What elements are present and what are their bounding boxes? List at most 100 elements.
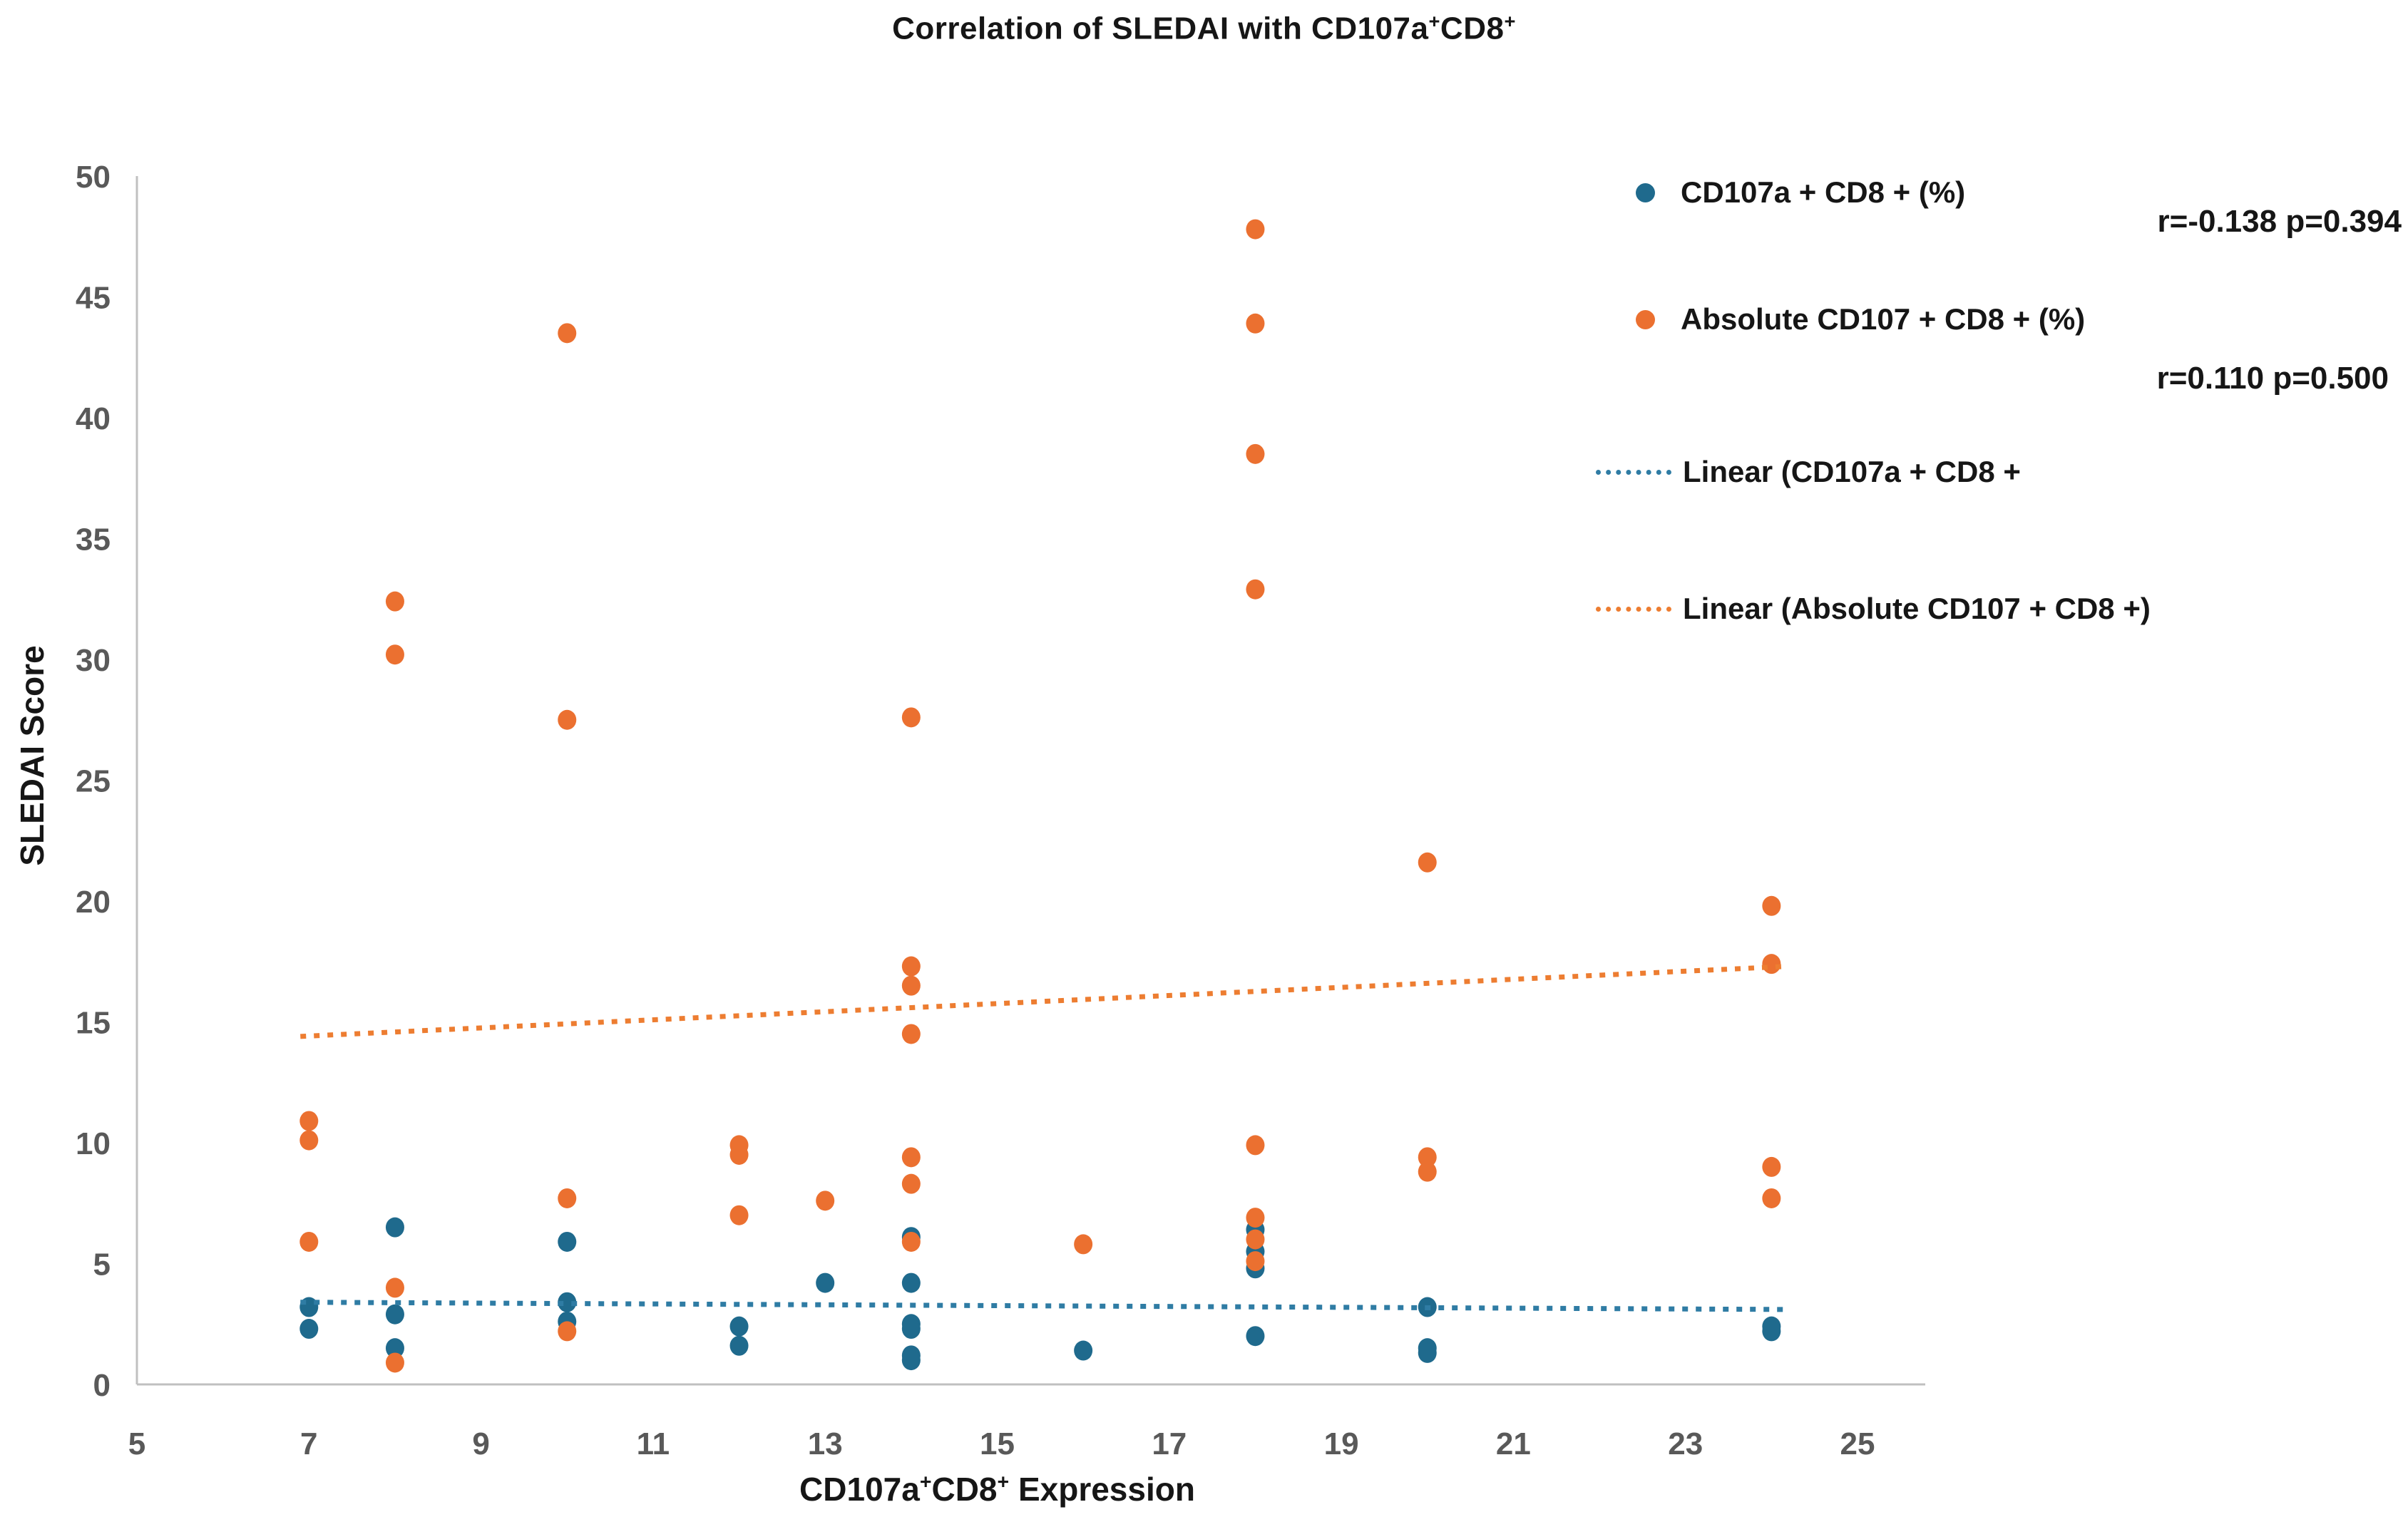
- data-point-orange: [1074, 1234, 1093, 1255]
- legend-label: Absolute CD107 + CD8 + (%): [1681, 302, 2086, 336]
- data-point-orange: [901, 1231, 921, 1252]
- data-point-blue: [385, 1217, 404, 1238]
- trendline-orange: [300, 964, 1789, 1039]
- trendline-blue: [300, 1300, 1789, 1312]
- x-tick-label: 17: [1152, 1426, 1187, 1461]
- data-point-orange: [385, 1352, 404, 1373]
- data-point-blue: [1074, 1340, 1093, 1361]
- data-point-orange: [385, 591, 404, 612]
- legend-dot-blue-icon: [1636, 182, 1655, 202]
- x-tick-label: 23: [1668, 1426, 1703, 1461]
- y-axis-title: SLEDAI Score: [14, 645, 51, 866]
- data-point-orange: [558, 1188, 577, 1208]
- correlation-annotation-blue: r=-0.138 p=0.394: [2157, 204, 2402, 239]
- title-superscript: +: [1428, 10, 1440, 32]
- data-point-orange: [1762, 1188, 1781, 1208]
- data-point-orange: [299, 1130, 319, 1151]
- x-tick-label: 15: [980, 1426, 1015, 1461]
- data-point-orange: [1762, 1156, 1781, 1177]
- data-point-blue: [1246, 1326, 1265, 1347]
- x-tick-label: 19: [1324, 1426, 1359, 1461]
- legend-label: Linear (Absolute CD107 + CD8 +): [1683, 592, 2151, 625]
- legend-dot-orange-icon: [1636, 309, 1655, 329]
- data-point-orange: [1246, 313, 1265, 334]
- title-superscript: +: [1504, 10, 1516, 32]
- data-point-blue: [901, 1272, 921, 1293]
- correlation-annotation-orange: r=0.110 p=0.500: [2156, 361, 2389, 396]
- data-point-orange: [1246, 1229, 1265, 1250]
- data-point-orange: [385, 1277, 404, 1298]
- x-tick-label: 11: [637, 1426, 670, 1461]
- data-point-orange: [299, 1111, 319, 1131]
- title-text: Correlation of SLEDAI with CD107a: [892, 11, 1429, 46]
- data-point-orange: [901, 956, 921, 977]
- page-title: Correlation of SLEDAI with CD107a+CD8+: [0, 10, 2408, 47]
- x-tick-label: 7: [300, 1426, 317, 1461]
- data-point-orange: [901, 1173, 921, 1194]
- data-point-orange: [901, 1024, 921, 1044]
- x-axis-title-text: Expression: [1009, 1471, 1195, 1508]
- data-point-orange: [901, 1147, 921, 1168]
- data-point-blue: [299, 1319, 319, 1339]
- data-point-orange: [558, 709, 577, 730]
- data-point-orange: [385, 644, 404, 665]
- data-point-orange: [1246, 579, 1265, 600]
- data-point-orange: [1246, 1251, 1265, 1272]
- legend-item-linear-orange: Linear (Absolute CD107 + CD8 +): [1596, 589, 2151, 629]
- data-point-orange: [816, 1191, 835, 1211]
- legend-label: Linear (CD107a + CD8 +: [1683, 455, 2021, 488]
- data-point-orange: [558, 323, 577, 344]
- data-point-orange: [1762, 954, 1781, 975]
- data-point-orange: [1762, 895, 1781, 916]
- data-point-orange: [1418, 1161, 1437, 1182]
- data-point-orange: [1246, 1135, 1265, 1156]
- data-point-blue: [816, 1272, 835, 1293]
- y-tick-label: 35: [76, 523, 111, 557]
- data-point-blue: [558, 1231, 577, 1252]
- y-tick-label: 50: [76, 160, 111, 195]
- data-point-blue: [385, 1338, 404, 1359]
- x-axis-title-text: CD8: [931, 1471, 998, 1508]
- legend-dotted-line-orange-icon: [1596, 606, 1671, 612]
- x-axis-title-superscript: +: [997, 1471, 1010, 1494]
- data-point-blue: [729, 1316, 749, 1337]
- x-axis-title-superscript: +: [919, 1471, 932, 1494]
- legend-item-cd107a-cd8: CD107a + CD8 + (%): [1636, 173, 1965, 212]
- data-point-blue: [901, 1319, 921, 1339]
- y-tick-label: 30: [76, 643, 111, 678]
- data-point-blue: [1418, 1342, 1437, 1363]
- x-tick-label: 5: [128, 1426, 145, 1461]
- y-tick-label: 20: [76, 885, 111, 920]
- data-point-orange: [729, 1205, 749, 1225]
- data-point-orange: [1418, 852, 1437, 873]
- data-point-blue: [901, 1350, 921, 1371]
- x-tick-label: 21: [1496, 1426, 1531, 1461]
- legend-item-linear-blue: Linear (CD107a + CD8 +: [1596, 452, 2021, 492]
- legend-item-absolute-cd107-cd8: Absolute CD107 + CD8 + (%): [1636, 299, 2085, 339]
- x-axis-title-text: CD107a: [799, 1471, 920, 1508]
- data-point-orange: [901, 707, 921, 728]
- y-tick-label: 10: [76, 1126, 111, 1161]
- data-point-blue: [385, 1304, 404, 1325]
- y-tick-label: 40: [76, 401, 111, 436]
- title-text: CD8: [1440, 11, 1505, 46]
- y-tick-label: 25: [76, 764, 111, 799]
- data-point-orange: [1246, 443, 1265, 464]
- x-tick-label: 13: [808, 1426, 843, 1461]
- data-point-orange: [1246, 1208, 1265, 1228]
- data-point-orange: [729, 1144, 749, 1165]
- data-point-blue: [1762, 1321, 1781, 1342]
- data-point-orange: [558, 1321, 577, 1342]
- data-point-orange: [1246, 219, 1265, 240]
- y-tick-label: 45: [76, 281, 111, 316]
- x-axis-title: CD107a+CD8+ Expression: [137, 1470, 1858, 1508]
- legend-dotted-line-blue-icon: [1596, 469, 1671, 475]
- x-tick-label: 9: [472, 1426, 489, 1461]
- data-point-orange: [299, 1231, 319, 1252]
- data-point-orange: [1418, 1147, 1437, 1168]
- y-tick-label: 5: [93, 1248, 111, 1282]
- legend-label: CD107a + CD8 + (%): [1681, 175, 1966, 209]
- y-tick-label: 0: [93, 1368, 111, 1403]
